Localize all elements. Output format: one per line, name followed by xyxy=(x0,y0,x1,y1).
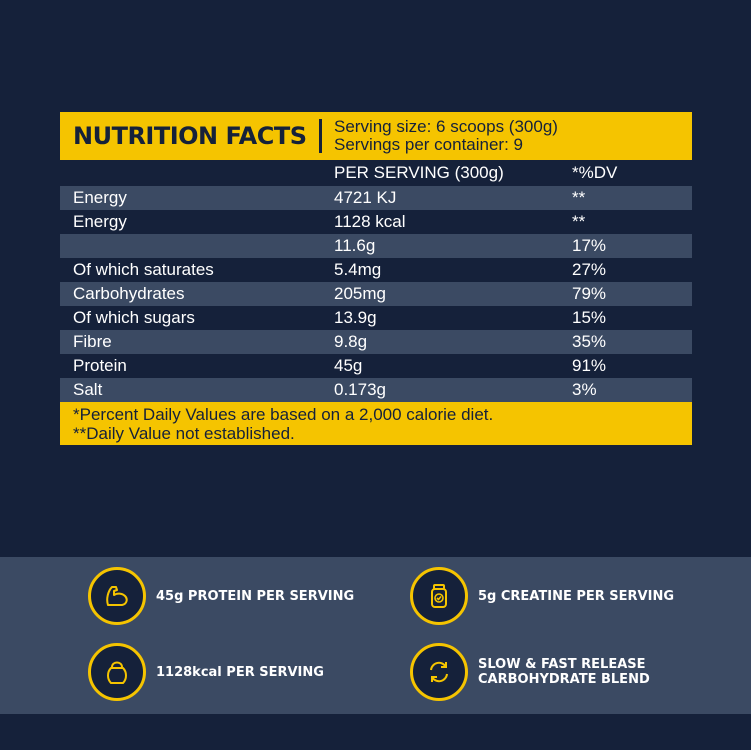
nutrient-name: Energy xyxy=(73,188,127,207)
header-divider xyxy=(319,119,322,153)
nutrient-amount: 11.6g xyxy=(334,236,376,255)
nutrient-dv: 91% xyxy=(572,356,607,375)
nutrient-amount: 4721 KJ xyxy=(334,188,397,207)
table-row: Of which saturates 5.4mg 27% xyxy=(60,258,692,282)
table-row: 11.6g 17% xyxy=(60,234,692,258)
bicep-icon xyxy=(88,567,146,625)
nutrition-footnotes: *Percent Daily Values are based on a 2,0… xyxy=(60,402,692,445)
feature-label: 45g PROTEIN PER SERVING xyxy=(156,588,355,604)
column-header-dv: *%DV xyxy=(572,163,618,182)
table-row: Salt 0.173g 3% xyxy=(60,378,692,402)
nutrient-amount: 9.8g xyxy=(334,332,368,351)
feature-protein: 45g PROTEIN PER SERVING xyxy=(88,567,354,625)
feature-label: 5g CREATINE PER SERVING xyxy=(478,588,674,604)
nutrient-dv: 35% xyxy=(572,332,607,351)
nutrition-header: NUTRITION FACTS Serving size: 6 scoops (… xyxy=(60,112,692,160)
feature-calories: 1128kcal PER SERVING xyxy=(88,643,324,701)
nutrient-amount: 5.4mg xyxy=(334,260,382,279)
nutrient-amount: 1128 kcal xyxy=(334,212,406,231)
nutrient-name: Of which sugars xyxy=(73,308,195,327)
nutrient-amount: 0.173g xyxy=(334,380,386,399)
nutrition-facts-panel: NUTRITION FACTS Serving size: 6 scoops (… xyxy=(60,112,692,445)
servings-per-container: Servings per container: 9 xyxy=(334,135,523,154)
serving-size: Serving size: 6 scoops (300g) xyxy=(334,117,558,136)
nutrient-amount: 205mg xyxy=(334,284,386,303)
kettlebell-icon xyxy=(88,643,146,701)
cycle-arrows-icon xyxy=(410,643,468,701)
table-row: Energy 1128 kcal ** xyxy=(60,210,692,234)
nutrient-dv: 3% xyxy=(572,380,597,399)
column-headers: PER SERVING (300g) *%DV xyxy=(60,160,692,186)
nutrient-dv: ** xyxy=(572,188,586,207)
feature-creatine: 5g CREATINE PER SERVING xyxy=(410,567,674,625)
feature-label: 1128kcal PER SERVING xyxy=(156,664,324,680)
jar-icon xyxy=(410,567,468,625)
footnote-daily-values: *Percent Daily Values are based on a 2,0… xyxy=(73,405,494,424)
table-row: Carbohydrates 205mg 79% xyxy=(60,282,692,306)
nutrient-dv: 79% xyxy=(572,284,607,303)
nutrient-dv: 15% xyxy=(572,308,607,327)
nutrient-name: Of which saturates xyxy=(73,260,214,279)
table-row: Protein 45g 91% xyxy=(60,354,692,378)
nutrient-dv: 27% xyxy=(572,260,607,279)
column-header-per-serving: PER SERVING (300g) xyxy=(334,163,504,182)
table-row: Of which sugars 13.9g 15% xyxy=(60,306,692,330)
footnote-not-established: **Daily Value not established. xyxy=(73,424,295,443)
table-row: Fibre 9.8g 35% xyxy=(60,330,692,354)
nutrient-dv: ** xyxy=(572,212,586,231)
table-row: Energy 4721 KJ ** xyxy=(60,186,692,210)
nutrient-amount: 45g xyxy=(334,356,363,375)
nutrient-name: Carbohydrates xyxy=(73,284,185,303)
nutrient-name: Energy xyxy=(73,212,127,231)
nutrition-title: NUTRITION FACTS xyxy=(73,122,307,150)
nutrient-dv: 17% xyxy=(572,236,607,255)
nutrient-name: Fibre xyxy=(73,332,112,351)
feature-band: 45g PROTEIN PER SERVING 5g CREATINE PER … xyxy=(0,557,751,714)
nutrient-amount: 13.9g xyxy=(334,308,377,327)
nutrient-name: Salt xyxy=(73,380,103,399)
feature-carbohydrate-blend: SLOW & FAST RELEASE CARBOHYDRATE BLEND xyxy=(410,643,650,701)
nutrient-name: Protein xyxy=(73,356,127,375)
feature-label: SLOW & FAST RELEASE CARBOHYDRATE BLEND xyxy=(478,657,650,687)
serving-info: Serving size: 6 scoops (300g) Servings p… xyxy=(334,118,558,154)
